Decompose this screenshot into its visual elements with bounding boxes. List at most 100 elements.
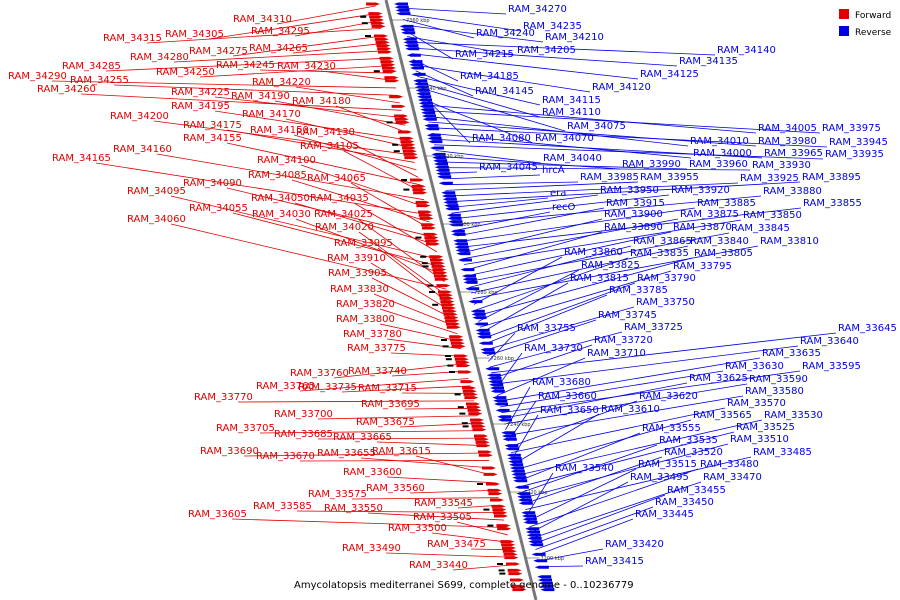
reverse-gene-label[interactable]: RAM_34135 — [679, 56, 738, 67]
reverse-gene-arrow[interactable] — [495, 408, 510, 412]
reverse-gene-arrow[interactable] — [533, 559, 548, 563]
forward-gene-label[interactable]: RAM_34250 — [156, 67, 215, 78]
reverse-gene-label[interactable]: RAM_33580 — [745, 386, 804, 397]
reverse-gene-arrow[interactable] — [527, 536, 542, 540]
reverse-gene-arrow[interactable] — [428, 140, 443, 144]
forward-gene-label[interactable]: RAM_33600 — [343, 467, 402, 478]
forward-gene-arrow[interactable] — [478, 450, 492, 454]
reverse-gene-label[interactable]: RAM_34125 — [640, 69, 699, 80]
reverse-gene-label[interactable]: RAM_33875 — [680, 209, 739, 220]
reverse-gene-arrow[interactable] — [516, 492, 531, 496]
forward-gene-arrow[interactable] — [512, 588, 527, 592]
forward-gene-arrow[interactable] — [394, 114, 408, 118]
forward-gene-label[interactable]: RAM_33695 — [361, 399, 420, 410]
reverse-gene-arrow[interactable] — [434, 162, 448, 166]
forward-gene-arrow[interactable] — [402, 149, 417, 153]
forward-gene-arrow[interactable] — [464, 396, 479, 400]
forward-gene-arrow[interactable] — [443, 312, 458, 316]
reverse-gene-label[interactable]: RAM_33840 — [690, 236, 749, 247]
forward-gene-arrow[interactable] — [423, 232, 438, 236]
reverse-gene-label[interactable]: RAM_33660 — [538, 391, 597, 402]
forward-gene-arrow[interactable] — [436, 284, 451, 288]
reverse-gene-arrow[interactable] — [462, 274, 476, 278]
reverse-gene-label[interactable]: RAM_33535 — [659, 435, 718, 446]
forward-gene-arrow[interactable] — [430, 261, 445, 265]
reverse-gene-arrow[interactable] — [443, 200, 458, 204]
forward-gene-arrow[interactable] — [369, 15, 384, 19]
reverse-gene-arrow[interactable] — [418, 98, 432, 102]
forward-gene-label[interactable]: RAM_34285 — [62, 61, 121, 72]
reverse-gene-arrow[interactable] — [490, 389, 505, 393]
reverse-gene-arrow[interactable] — [498, 418, 512, 422]
forward-gene-arrow[interactable] — [475, 440, 490, 444]
forward-gene-label[interactable]: RAM_33735 — [298, 382, 357, 393]
reverse-gene-label[interactable]: RAM_34080 — [472, 133, 531, 144]
reverse-gene-arrow[interactable] — [436, 172, 451, 176]
forward-gene-arrow[interactable] — [418, 210, 432, 214]
forward-gene-label[interactable]: RAM_34295 — [251, 26, 310, 37]
reverse-gene-label[interactable]: RAM_33795 — [673, 261, 732, 272]
forward-gene-label[interactable]: RAM_34200 — [110, 111, 169, 122]
reverse-gene-arrow[interactable] — [526, 533, 541, 537]
forward-gene-arrow[interactable] — [413, 191, 428, 195]
forward-gene-label[interactable]: RAM_34220 — [252, 77, 311, 88]
forward-gene-arrow[interactable] — [389, 95, 404, 99]
forward-gene-arrow[interactable] — [433, 271, 448, 275]
forward-gene-arrow[interactable] — [374, 34, 388, 38]
reverse-gene-arrow[interactable] — [539, 584, 554, 588]
forward-gene-arrow[interactable] — [502, 549, 517, 553]
reverse-gene-label[interactable]: RAM_34120 — [592, 82, 651, 93]
forward-gene-label[interactable]: RAM_34160 — [113, 144, 172, 155]
reverse-gene-label[interactable]: era — [550, 188, 566, 199]
reverse-gene-label[interactable]: RAM_33635 — [762, 348, 821, 359]
reverse-gene-label[interactable]: RAM_33485 — [753, 447, 812, 458]
forward-gene-label[interactable]: RAM_34275 — [189, 46, 248, 57]
reverse-gene-arrow[interactable] — [465, 287, 480, 291]
forward-gene-label[interactable]: RAM_34165 — [52, 153, 111, 164]
reverse-gene-label[interactable]: RAM_33960 — [689, 159, 748, 170]
forward-gene-arrow[interactable] — [487, 488, 502, 492]
forward-gene-arrow[interactable] — [403, 152, 418, 156]
reverse-gene-label[interactable]: RAM_33980 — [758, 136, 817, 147]
forward-gene-arrow[interactable] — [450, 341, 465, 345]
forward-gene-label[interactable]: RAM_34090 — [183, 178, 242, 189]
forward-gene-label[interactable]: RAM_33910 — [327, 253, 386, 264]
forward-gene-arrow[interactable] — [379, 56, 394, 60]
forward-gene-label[interactable]: RAM_33560 — [366, 483, 425, 494]
reverse-gene-arrow[interactable] — [422, 114, 436, 118]
reverse-gene-label[interactable]: recO — [552, 202, 576, 213]
forward-gene-label[interactable]: RAM_34175 — [183, 120, 242, 131]
forward-gene-arrow[interactable] — [446, 325, 461, 329]
reverse-gene-label[interactable]: RAM_33630 — [725, 361, 784, 372]
forward-gene-label[interactable]: RAM_34025 — [314, 209, 373, 220]
reverse-gene-arrow[interactable] — [502, 437, 517, 441]
forward-gene-arrow[interactable] — [497, 527, 512, 531]
reverse-gene-label[interactable]: RAM_34010 — [690, 136, 749, 147]
reverse-gene-label[interactable]: RAM_34270 — [508, 4, 567, 15]
reverse-gene-arrow[interactable] — [501, 431, 516, 435]
reverse-gene-arrow[interactable] — [487, 376, 502, 380]
reverse-gene-arrow[interactable] — [508, 460, 523, 464]
reverse-gene-arrow[interactable] — [456, 252, 471, 256]
forward-gene-arrow[interactable] — [456, 364, 471, 368]
forward-gene-label[interactable]: RAM_34130 — [296, 127, 355, 138]
forward-gene-label[interactable]: RAM_34105 — [300, 141, 359, 152]
reverse-gene-arrow[interactable] — [512, 476, 527, 480]
reverse-gene-label[interactable]: RAM_33730 — [524, 343, 583, 354]
reverse-gene-arrow[interactable] — [505, 447, 520, 451]
reverse-gene-arrow[interactable] — [442, 197, 457, 201]
reverse-gene-arrow[interactable] — [474, 322, 488, 326]
reverse-gene-arrow[interactable] — [510, 466, 524, 470]
reverse-gene-arrow[interactable] — [438, 181, 453, 185]
reverse-gene-label[interactable]: RAM_33470 — [703, 472, 762, 483]
reverse-gene-arrow[interactable] — [394, 2, 408, 6]
forward-gene-arrow[interactable] — [368, 12, 383, 16]
reverse-gene-arrow[interactable] — [399, 24, 414, 28]
reverse-gene-label[interactable]: RAM_33650 — [540, 405, 599, 416]
reverse-gene-arrow[interactable] — [475, 328, 490, 332]
forward-gene-arrow[interactable] — [391, 104, 406, 108]
reverse-gene-arrow[interactable] — [427, 136, 442, 140]
reverse-gene-label[interactable]: RAM_34240 — [476, 28, 535, 39]
forward-gene-arrow[interactable] — [472, 428, 487, 432]
forward-gene-arrow[interactable] — [374, 37, 389, 41]
